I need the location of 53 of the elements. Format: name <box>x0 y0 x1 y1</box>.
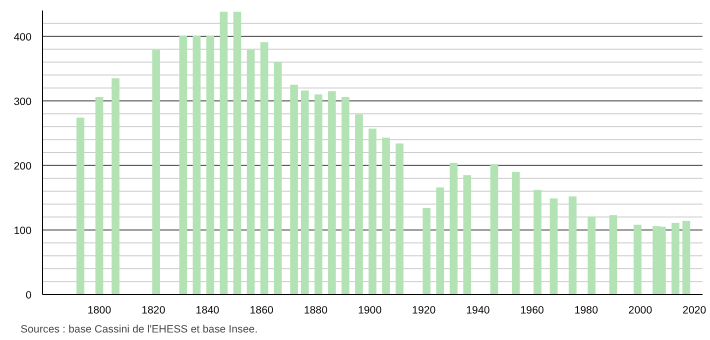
bar <box>112 78 120 294</box>
bar <box>152 50 160 294</box>
bar <box>463 175 472 294</box>
bar <box>233 12 242 294</box>
bar <box>672 222 680 294</box>
x-tick-label: 1920 <box>412 304 436 316</box>
x-tick-label: 1800 <box>87 304 112 316</box>
bar <box>328 91 336 294</box>
bar <box>396 143 404 294</box>
x-tick-label: 1980 <box>574 304 598 316</box>
bar <box>220 12 228 294</box>
bar <box>246 50 255 294</box>
source-note: Sources : base Cassini de l'EHESS et base Insee. <box>20 324 258 336</box>
bar <box>568 196 577 294</box>
bar <box>422 208 431 294</box>
bar <box>534 190 542 294</box>
x-tick-label: 1940 <box>466 304 490 316</box>
y-tick-label: 400 <box>14 31 32 44</box>
bar <box>290 84 298 294</box>
bar <box>95 96 104 294</box>
bar <box>550 198 558 294</box>
y-tick-label: 200 <box>14 160 32 172</box>
bar <box>490 164 498 294</box>
bar <box>179 36 188 294</box>
bar <box>192 36 201 294</box>
bar <box>512 172 520 294</box>
x-tick-label: 1860 <box>250 304 274 316</box>
bar <box>300 90 309 294</box>
bar <box>436 187 444 294</box>
bar <box>76 118 84 294</box>
bar <box>588 216 596 294</box>
bar <box>682 220 690 294</box>
x-tick-label: 1880 <box>304 304 328 316</box>
x-tick-label: 1960 <box>520 304 544 316</box>
bar <box>206 36 214 294</box>
y-tick-label: 100 <box>14 224 32 237</box>
x-tick-label: 1840 <box>196 304 220 316</box>
bar <box>450 162 458 294</box>
x-tick-label: 1820 <box>142 304 166 316</box>
x-tick-label: 2020 <box>682 304 706 316</box>
bar <box>274 62 282 294</box>
x-tick-label: 2000 <box>628 304 652 316</box>
bar <box>260 42 268 294</box>
bar <box>368 128 376 294</box>
bar <box>634 224 642 294</box>
bar <box>342 96 350 294</box>
y-tick-label: 0 <box>26 290 32 302</box>
bar <box>382 138 390 294</box>
bar <box>355 114 363 294</box>
x-tick-label: 1900 <box>358 304 382 316</box>
y-tick-label: 300 <box>14 96 32 108</box>
bar <box>609 215 618 294</box>
bar <box>314 94 322 294</box>
